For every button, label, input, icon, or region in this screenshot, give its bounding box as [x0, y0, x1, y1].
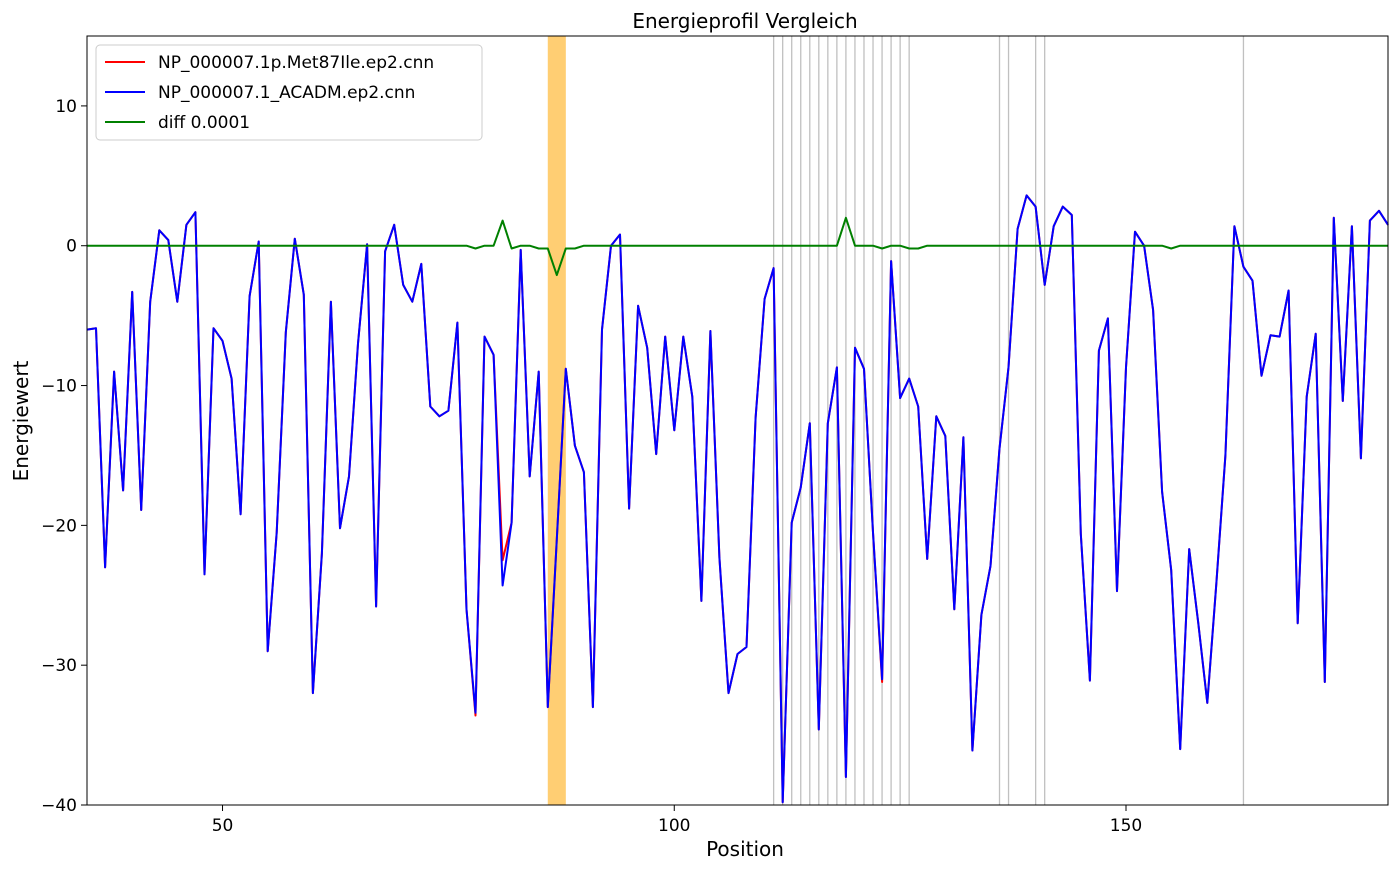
y-axis-ticks: −40 −30 −20 −10 0 10	[41, 97, 87, 816]
series-line-2	[86, 194, 1389, 804]
vertical-lines-layer	[772, 36, 1245, 805]
x-axis-ticks: 50 100 150	[212, 805, 1142, 836]
y-tick-label: −40	[41, 796, 77, 816]
y-tick-label: −10	[41, 377, 77, 397]
chart-title: Energieprofil Vergleich	[632, 9, 857, 33]
legend-box	[95, 44, 483, 141]
y-axis-label: Energiewert	[9, 360, 33, 481]
plot-frame	[86, 35, 1389, 806]
legend-label: NP_000007.1p.Met87Ile.ep2.cnn	[158, 53, 434, 73]
series-layer	[86, 194, 1389, 804]
legend: NP_000007.1p.Met87Ile.ep2.cnn NP_000007.1…	[95, 44, 483, 141]
legend-label: NP_000007.1_ACADM.ep2.cnn	[158, 83, 415, 103]
x-axis-label: Position	[706, 837, 784, 861]
legend-label: diff 0.0001	[158, 113, 250, 133]
y-tick-label: −20	[41, 516, 77, 536]
x-tick-label: 100	[658, 816, 690, 836]
y-tick-label: 0	[66, 237, 77, 257]
x-tick-label: 150	[1110, 816, 1142, 836]
x-tick-label: 50	[212, 816, 234, 836]
series-line-1	[86, 194, 1389, 804]
y-tick-label: 10	[55, 97, 77, 117]
y-tick-label: −30	[41, 656, 77, 676]
series-line-3	[87, 216, 1388, 277]
